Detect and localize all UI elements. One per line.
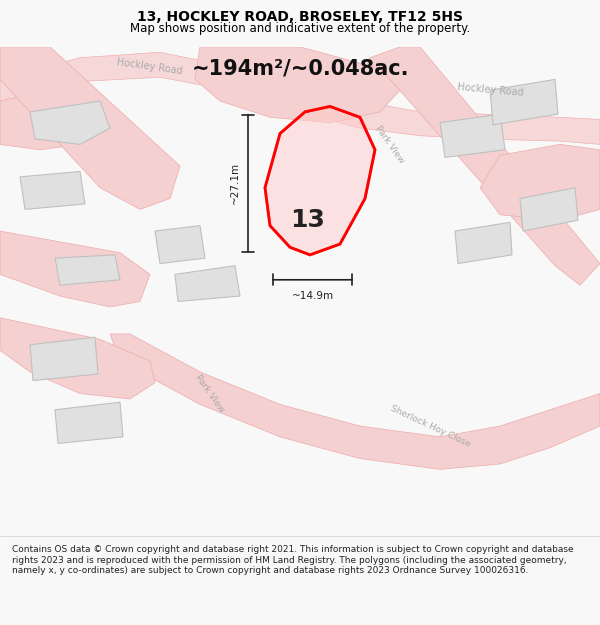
Polygon shape (0, 52, 600, 144)
Polygon shape (265, 106, 375, 255)
Polygon shape (360, 47, 600, 285)
Text: 13, HOCKLEY ROAD, BROSELEY, TF12 5HS: 13, HOCKLEY ROAD, BROSELEY, TF12 5HS (137, 10, 463, 24)
Polygon shape (455, 222, 512, 264)
Polygon shape (20, 171, 85, 209)
Text: Hockley Road: Hockley Road (457, 82, 523, 98)
Polygon shape (0, 318, 155, 399)
Polygon shape (110, 334, 600, 469)
Text: Contains OS data © Crown copyright and database right 2021. This information is : Contains OS data © Crown copyright and d… (12, 545, 574, 575)
Text: ~14.9m: ~14.9m (292, 291, 334, 301)
Polygon shape (30, 338, 98, 381)
Polygon shape (0, 90, 100, 150)
Polygon shape (440, 114, 505, 158)
Polygon shape (155, 226, 205, 264)
Polygon shape (480, 144, 600, 220)
Polygon shape (55, 255, 120, 285)
Text: 13: 13 (290, 208, 325, 232)
Polygon shape (195, 47, 400, 122)
Polygon shape (30, 101, 110, 144)
Polygon shape (175, 266, 240, 301)
Text: Park View: Park View (194, 373, 226, 414)
Text: Sherlock Hoy Close: Sherlock Hoy Close (389, 404, 472, 449)
Polygon shape (55, 402, 123, 443)
Polygon shape (0, 47, 180, 209)
Polygon shape (0, 231, 150, 307)
Text: ~194m²/~0.048ac.: ~194m²/~0.048ac. (191, 59, 409, 79)
Polygon shape (490, 79, 558, 125)
Text: Map shows position and indicative extent of the property.: Map shows position and indicative extent… (130, 22, 470, 35)
Text: Park View: Park View (374, 124, 406, 165)
Text: ~27.1m: ~27.1m (230, 162, 240, 204)
Polygon shape (520, 188, 578, 231)
Text: Hockley Road: Hockley Road (116, 57, 184, 76)
